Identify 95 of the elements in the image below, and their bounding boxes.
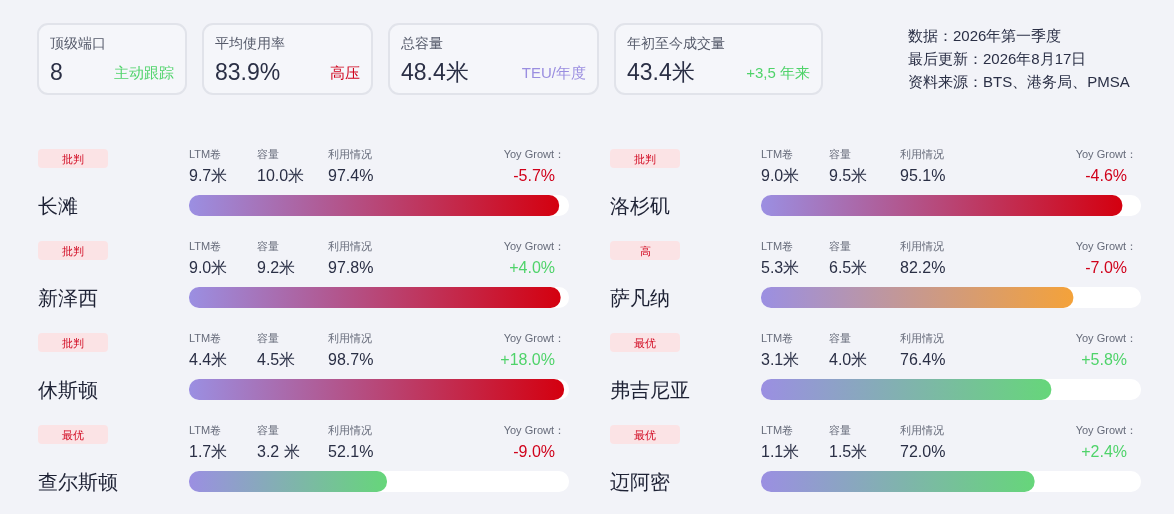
annotation: LTM卷 xyxy=(189,240,222,252)
annotation: 容量 xyxy=(829,240,851,252)
text: 顶级端口 xyxy=(50,35,106,51)
annotation: -4.6% xyxy=(1085,167,1127,184)
annotation: LTM卷 xyxy=(761,332,794,344)
data-label: 82.2% xyxy=(900,259,946,276)
annotation: LTM卷 xyxy=(761,148,794,160)
text: 8 xyxy=(50,59,63,85)
annotation: Yoy Growt： xyxy=(1075,424,1137,436)
annotation: 9.2米 xyxy=(257,259,296,276)
annotation: 3.2 米 xyxy=(257,443,300,460)
y-tick-label: 新泽西 xyxy=(38,287,98,309)
text: 最优 xyxy=(634,337,656,349)
annotation: Yoy Growt： xyxy=(503,424,565,436)
annotation: 1.7米 xyxy=(189,443,228,460)
annotation: 容量 xyxy=(257,148,279,160)
annotation: 4.4米 xyxy=(189,351,228,368)
annotation: Yoy Growt： xyxy=(1075,148,1137,160)
annotation: -5.7% xyxy=(513,167,555,184)
annotation: 利用情况 xyxy=(900,424,944,436)
data-label: 95.1% xyxy=(900,167,946,184)
text: 最优 xyxy=(634,429,656,441)
data-label: 72.0% xyxy=(900,443,946,460)
y-tick-label: 休斯顿 xyxy=(38,379,98,401)
data-label: 97.4% xyxy=(328,167,374,184)
text: 数据：2026年第一季度 xyxy=(908,27,1062,44)
annotation: Yoy Growt： xyxy=(503,148,565,160)
annotation: -9.0% xyxy=(513,443,555,460)
annotation: 利用情况 xyxy=(328,240,372,252)
annotation: Yoy Growt： xyxy=(503,332,565,344)
text: 总容量 xyxy=(400,35,443,51)
annotation: 9.5米 xyxy=(829,167,868,184)
annotation: 利用情况 xyxy=(900,148,944,160)
y-tick-label: 查尔斯顿 xyxy=(38,471,118,493)
y-tick-label: 萨凡纳 xyxy=(610,287,670,309)
text: 年初至今成交量 xyxy=(627,35,725,51)
text: 最优 xyxy=(62,429,84,441)
annotation: LTM卷 xyxy=(189,148,222,160)
annotation: Yoy Growt： xyxy=(1075,240,1137,252)
text: TEU/年度 xyxy=(521,64,586,81)
annotation: 容量 xyxy=(829,332,851,344)
text: 43.4米 xyxy=(627,59,695,85)
text: +3,5 年来 xyxy=(746,64,810,81)
y-tick-label: 长滩 xyxy=(38,195,78,217)
annotation: 5.3米 xyxy=(761,259,800,276)
text: 批判 xyxy=(62,153,84,165)
y-tick-label: 洛杉矶 xyxy=(610,195,670,217)
annotation: +2.4% xyxy=(1081,443,1127,460)
annotation: 4.0米 xyxy=(829,351,868,368)
annotation: 9.0米 xyxy=(189,259,228,276)
data-label: 97.8% xyxy=(328,259,374,276)
annotation: LTM卷 xyxy=(761,424,794,436)
text: 批判 xyxy=(62,337,84,349)
annotation: +5.8% xyxy=(1081,351,1127,368)
annotation: 4.5米 xyxy=(257,351,296,368)
annotation: 3.1米 xyxy=(761,351,800,368)
text: 高压 xyxy=(330,64,360,81)
annotation: 容量 xyxy=(829,424,851,436)
annotation: +4.0% xyxy=(509,259,555,276)
data-label: 76.4% xyxy=(900,351,946,368)
annotation: LTM卷 xyxy=(761,240,794,252)
text: 平均使用率 xyxy=(215,35,285,51)
annotation: 1.5米 xyxy=(829,443,868,460)
annotation: 利用情况 xyxy=(900,332,944,344)
annotation: 容量 xyxy=(257,240,279,252)
annotation: 10.0米 xyxy=(257,167,305,184)
text: 批判 xyxy=(62,245,84,257)
text: 资料来源：BTS、港务局、PMSA xyxy=(908,73,1130,90)
annotation: -7.0% xyxy=(1085,259,1127,276)
annotation: 利用情况 xyxy=(328,332,372,344)
annotation: 6.5米 xyxy=(829,259,868,276)
text: 主动跟踪 xyxy=(114,64,174,81)
text: 高 xyxy=(639,245,651,257)
annotation: Yoy Growt： xyxy=(503,240,565,252)
data-label: 98.7% xyxy=(328,351,374,368)
y-tick-label: 弗吉尼亚 xyxy=(610,379,690,401)
text: 最后更新：2026年8月17日 xyxy=(908,50,1087,67)
annotation: LTM卷 xyxy=(189,424,222,436)
data-label: 52.1% xyxy=(328,443,374,460)
annotation: 容量 xyxy=(257,424,279,436)
annotation: 利用情况 xyxy=(328,148,372,160)
annotation: 容量 xyxy=(257,332,279,344)
annotation: LTM卷 xyxy=(189,332,222,344)
annotation: 容量 xyxy=(829,148,851,160)
text: 批判 xyxy=(634,153,656,165)
annotation: Yoy Growt： xyxy=(1075,332,1137,344)
annotation: 1.1米 xyxy=(761,443,800,460)
annotation: +18.0% xyxy=(500,351,555,368)
text: 83.9% xyxy=(215,59,281,85)
annotation: 利用情况 xyxy=(900,240,944,252)
text: 48.4米 xyxy=(401,59,469,85)
annotation: 9.0米 xyxy=(761,167,800,184)
y-tick-label: 迈阿密 xyxy=(610,471,670,493)
annotation: 利用情况 xyxy=(328,424,372,436)
annotation: 9.7米 xyxy=(189,167,228,184)
